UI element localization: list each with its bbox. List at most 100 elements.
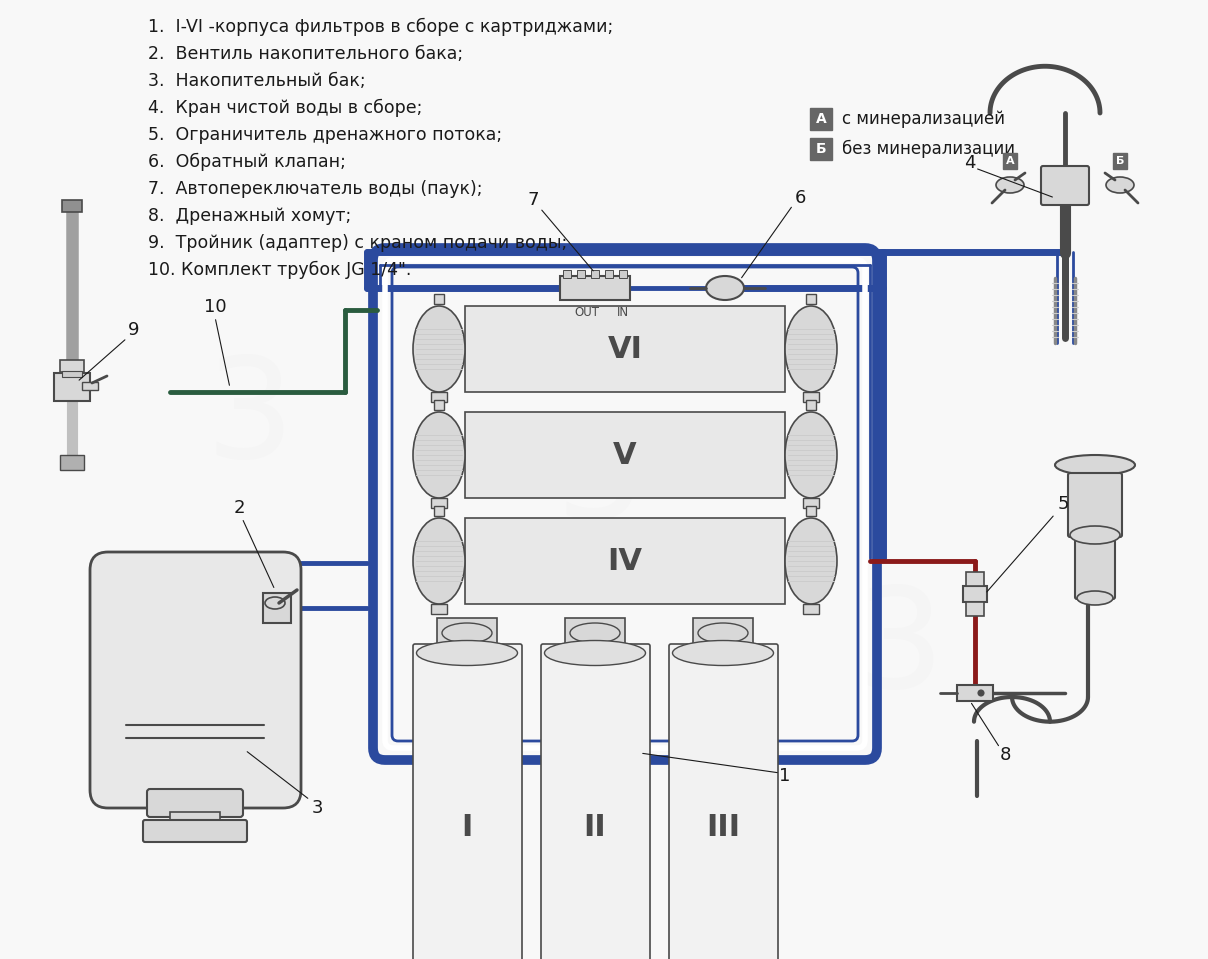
- Bar: [465, 412, 785, 498]
- Bar: [434, 506, 445, 516]
- Text: VI: VI: [608, 335, 643, 363]
- Text: IV: IV: [608, 547, 643, 575]
- Text: 5.  Ограничитель дренажного потока;: 5. Ограничитель дренажного потока;: [149, 126, 503, 144]
- Text: 6.  Обратный клапан;: 6. Обратный клапан;: [149, 153, 345, 172]
- Bar: [957, 685, 993, 701]
- Bar: [60, 455, 85, 470]
- Bar: [811, 138, 832, 160]
- Bar: [263, 593, 291, 623]
- Text: 5: 5: [1057, 495, 1069, 513]
- Bar: [62, 371, 82, 377]
- Bar: [437, 618, 496, 648]
- Text: 7.  Автопереключатель воды (паук);: 7. Автопереключатель воды (паук);: [149, 180, 482, 198]
- Bar: [803, 392, 819, 402]
- Bar: [693, 618, 753, 648]
- Bar: [803, 604, 819, 614]
- Text: 3: 3: [556, 412, 644, 548]
- Text: 3: 3: [312, 799, 323, 817]
- Ellipse shape: [705, 276, 744, 300]
- Bar: [170, 812, 220, 824]
- Text: III: III: [705, 813, 741, 843]
- Text: 8: 8: [999, 746, 1011, 764]
- Text: 7: 7: [527, 191, 539, 209]
- Bar: [811, 108, 832, 130]
- Bar: [966, 602, 985, 616]
- Bar: [963, 586, 987, 602]
- Text: А: А: [815, 112, 826, 126]
- Bar: [431, 604, 447, 614]
- Ellipse shape: [413, 412, 465, 498]
- Ellipse shape: [265, 597, 285, 609]
- Text: 4.  Кран чистой воды в сборе;: 4. Кран чистой воды в сборе;: [149, 99, 423, 117]
- Text: без минерализации: без минерализации: [842, 140, 1015, 158]
- Text: Б: Б: [1116, 156, 1125, 166]
- Ellipse shape: [1055, 455, 1136, 475]
- Text: 9.  Тройник (адаптер) с краном подачи воды;: 9. Тройник (адаптер) с краном подачи вод…: [149, 234, 568, 252]
- Bar: [82, 382, 98, 390]
- Text: 1: 1: [779, 767, 791, 785]
- Ellipse shape: [1070, 526, 1120, 544]
- Text: 10: 10: [204, 298, 226, 316]
- FancyBboxPatch shape: [91, 552, 301, 808]
- Ellipse shape: [978, 690, 985, 696]
- Bar: [565, 618, 625, 648]
- FancyBboxPatch shape: [669, 644, 778, 959]
- Text: А: А: [1006, 156, 1015, 166]
- Text: Б: Б: [815, 142, 826, 156]
- Ellipse shape: [1078, 591, 1113, 605]
- Text: с минерализацией: с минерализацией: [842, 110, 1005, 128]
- FancyBboxPatch shape: [1041, 166, 1088, 205]
- Ellipse shape: [673, 641, 773, 666]
- FancyBboxPatch shape: [147, 789, 243, 817]
- Text: IN: IN: [617, 306, 629, 319]
- Bar: [60, 360, 85, 372]
- Ellipse shape: [1107, 177, 1134, 193]
- Ellipse shape: [785, 306, 837, 392]
- Text: I: I: [461, 813, 472, 843]
- Text: 1.  I-VI -корпуса фильтров в сборе с картриджами;: 1. I-VI -корпуса фильтров в сборе с карт…: [149, 18, 614, 36]
- Bar: [806, 400, 815, 410]
- Text: 3: 3: [205, 353, 295, 487]
- Text: 4: 4: [964, 154, 976, 172]
- Text: 2.  Вентиль накопительного бака;: 2. Вентиль накопительного бака;: [149, 45, 463, 63]
- FancyBboxPatch shape: [541, 644, 650, 959]
- Ellipse shape: [417, 641, 517, 666]
- Text: 2: 2: [233, 499, 245, 517]
- Text: 8.  Дренажный хомут;: 8. Дренажный хомут;: [149, 207, 352, 225]
- Ellipse shape: [442, 623, 492, 643]
- Text: II: II: [583, 813, 606, 843]
- Bar: [434, 294, 445, 304]
- Ellipse shape: [698, 623, 748, 643]
- Text: OUT: OUT: [575, 306, 599, 319]
- Ellipse shape: [545, 641, 645, 666]
- Text: V: V: [614, 440, 637, 470]
- Bar: [577, 270, 585, 278]
- FancyBboxPatch shape: [1075, 540, 1115, 599]
- Ellipse shape: [785, 412, 837, 498]
- Bar: [806, 506, 815, 516]
- Bar: [62, 200, 82, 212]
- Bar: [431, 498, 447, 508]
- Bar: [803, 498, 819, 508]
- FancyBboxPatch shape: [413, 644, 522, 959]
- Bar: [591, 270, 599, 278]
- FancyBboxPatch shape: [143, 820, 246, 842]
- Bar: [54, 373, 91, 401]
- Bar: [561, 276, 631, 300]
- Bar: [966, 572, 985, 586]
- Ellipse shape: [997, 177, 1024, 193]
- Text: 6: 6: [795, 189, 806, 207]
- Text: 10. Комплект трубок JG 1/4".: 10. Комплект трубок JG 1/4".: [149, 261, 412, 279]
- Bar: [465, 306, 785, 392]
- Bar: [465, 518, 785, 604]
- Bar: [434, 400, 445, 410]
- Ellipse shape: [570, 623, 620, 643]
- Bar: [563, 270, 571, 278]
- Text: 3: 3: [855, 582, 945, 717]
- Bar: [806, 294, 815, 304]
- Ellipse shape: [413, 306, 465, 392]
- Bar: [618, 270, 627, 278]
- Text: 3.  Накопительный бак;: 3. Накопительный бак;: [149, 72, 366, 90]
- Text: 9: 9: [128, 321, 140, 339]
- Bar: [605, 270, 612, 278]
